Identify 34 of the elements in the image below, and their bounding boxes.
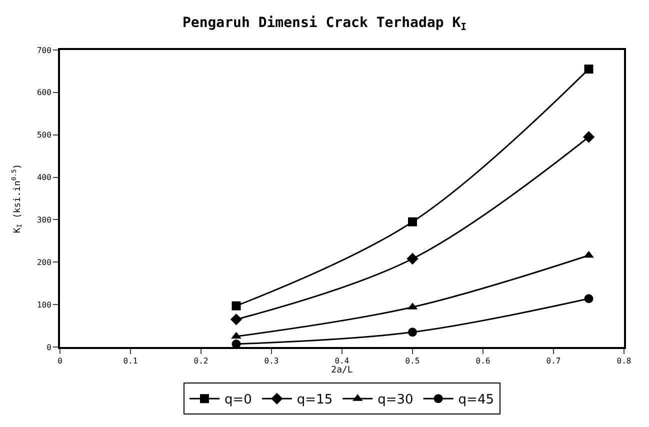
x-tick-label: 0.7 xyxy=(546,356,561,366)
y-tick-label: 700 xyxy=(36,46,52,55)
point xyxy=(584,64,594,74)
point xyxy=(232,340,241,347)
y-tick-label: 600 xyxy=(36,88,52,98)
point xyxy=(584,294,594,304)
x-tick-label: 0.6 xyxy=(476,356,490,366)
point xyxy=(406,252,418,265)
point xyxy=(582,131,595,143)
legend-label: q=0 xyxy=(224,392,252,408)
point xyxy=(584,250,594,258)
legend-label: q=30 xyxy=(378,392,414,408)
point xyxy=(230,314,242,326)
y-tick-label: 0 xyxy=(46,342,52,352)
point xyxy=(408,328,417,337)
y-tick-label: 100 xyxy=(36,300,52,310)
x-tick-label: 0.5 xyxy=(405,356,420,366)
legend-label: q=45 xyxy=(458,392,494,408)
chart-title: Pengaruh Dimensi Crack Terhadap K$_{I}$ xyxy=(182,14,467,33)
y-tick-label: 300 xyxy=(36,216,52,225)
legend-label: q=15 xyxy=(296,392,333,408)
y-tick-label: 500 xyxy=(36,130,52,140)
point xyxy=(232,301,241,310)
x-axis-title: 2a/L xyxy=(331,366,353,376)
point xyxy=(231,332,242,339)
x-tick-label: 0 xyxy=(58,356,63,366)
x-tick-label: 0.2 xyxy=(194,356,208,366)
y-tick-label: 400 xyxy=(36,173,52,182)
x-tick-label: 0.3 xyxy=(264,356,279,366)
x-tick-label: 0.1 xyxy=(123,356,138,366)
point xyxy=(408,217,417,226)
x-tick-label: 0.8 xyxy=(616,356,632,366)
x-tick-label: 0.4 xyxy=(334,356,350,366)
y-tick-label: 200 xyxy=(36,258,52,267)
